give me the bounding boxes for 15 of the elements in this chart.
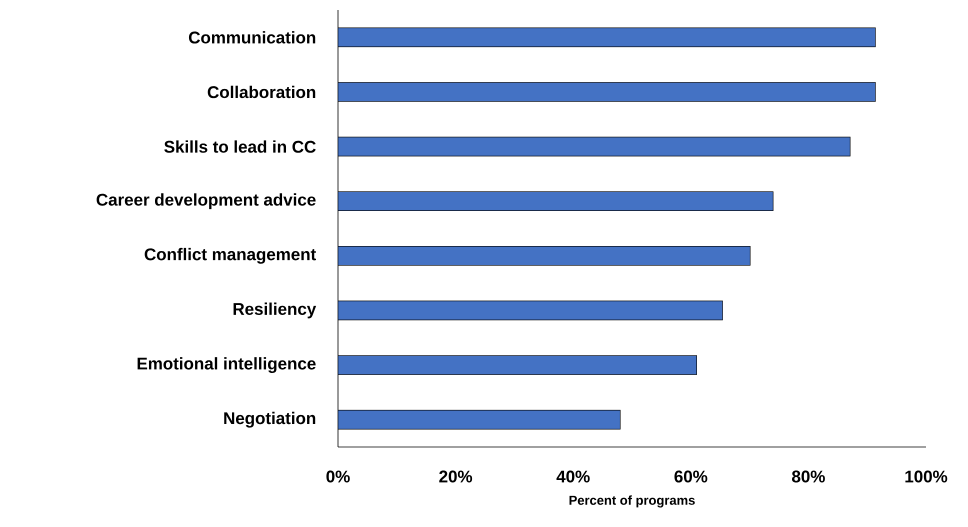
x-tick-label: 0% — [326, 470, 350, 483]
y-tick-label: Conflict management — [144, 248, 316, 264]
y-tick-label: Communication — [188, 31, 316, 44]
x-tick-label: 100% — [905, 470, 948, 483]
x-axis-title: Percent of programs — [570, 495, 695, 508]
y-tick-label: Collaboration — [208, 86, 316, 98]
y-tick-label: Negotiation — [224, 412, 316, 428]
x-tick-label: 80% — [792, 470, 825, 483]
x-tick-label: 60% — [674, 470, 708, 483]
y-tick-label: Skills to lead in CC — [164, 140, 316, 153]
x-tick-label: 20% — [439, 470, 472, 483]
y-tick-label: Emotional intelligence — [138, 357, 316, 374]
y-tick-label: Resiliency — [234, 302, 316, 318]
x-tick-label: 40% — [556, 470, 590, 483]
y-tick-label: Career development advice — [96, 193, 316, 210]
